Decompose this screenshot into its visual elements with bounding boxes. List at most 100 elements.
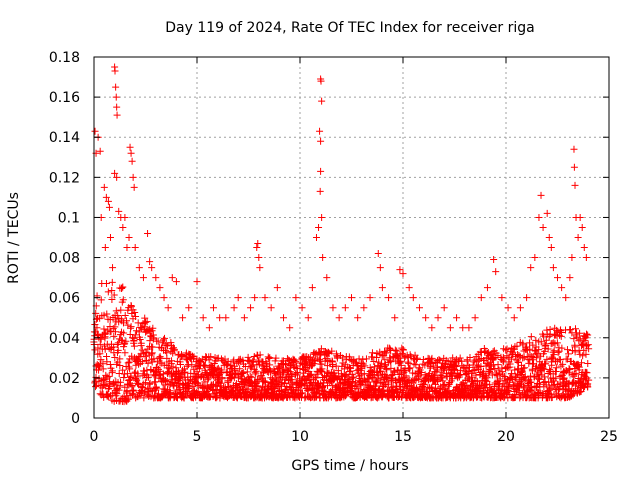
data-point-outlier [129, 173, 137, 181]
data-point [496, 375, 504, 383]
data-point [149, 324, 157, 332]
data-point-outlier [216, 314, 224, 322]
data-point [412, 361, 420, 369]
data-point-outlier [205, 324, 213, 332]
data-point [251, 368, 259, 376]
data-point-outlier [376, 264, 384, 272]
data-point [435, 356, 443, 364]
y-axis-label: ROTI / TECUs [6, 192, 22, 284]
data-point [397, 361, 405, 369]
data-point-outlier [570, 163, 578, 171]
data-point [536, 375, 544, 383]
data-point-outlier [558, 284, 566, 292]
data-point [489, 348, 497, 356]
data-point [580, 346, 588, 354]
data-point [494, 361, 502, 369]
data-point [117, 306, 125, 314]
data-point [372, 382, 380, 390]
data-point-outlier [230, 304, 238, 312]
data-point-outlier [104, 197, 112, 205]
data-point [544, 345, 552, 353]
data-point [532, 362, 540, 370]
data-point-outlier [240, 314, 248, 322]
data-point [493, 371, 501, 379]
data-point [146, 379, 154, 387]
data-point-outlier [273, 284, 281, 292]
data-point [291, 356, 299, 364]
data-point [546, 366, 554, 374]
data-point [145, 373, 153, 381]
y-tick-label: 0.16 [49, 90, 80, 106]
data-point [138, 346, 146, 354]
data-point [169, 363, 177, 371]
data-point [130, 337, 138, 345]
data-point [533, 349, 541, 357]
data-point [112, 307, 120, 315]
data-point [528, 352, 536, 360]
data-point [103, 310, 111, 318]
data-point [236, 365, 244, 373]
data-point [527, 372, 535, 380]
data-point [101, 330, 109, 338]
data-point [519, 364, 527, 372]
data-point [574, 362, 582, 370]
data-point [428, 383, 436, 391]
data-point [391, 346, 399, 354]
data-point [471, 356, 479, 364]
data-point [514, 358, 522, 366]
data-point-outlier [115, 207, 123, 215]
data-point-outlier [126, 143, 134, 151]
data-point [131, 331, 139, 339]
data-point-outlier [434, 314, 442, 322]
data-point [444, 382, 452, 390]
data-point [548, 393, 556, 401]
data-point [108, 367, 116, 375]
data-point-outlier [539, 223, 547, 231]
data-point [583, 341, 591, 349]
data-point [511, 366, 519, 374]
data-point [312, 373, 320, 381]
data-point [99, 365, 107, 373]
y-tick-label: 0.06 [49, 291, 80, 307]
data-point [160, 334, 168, 342]
data-point [456, 354, 464, 362]
data-point-outlier [409, 294, 417, 302]
data-point-outlier [523, 294, 531, 302]
data-point [317, 349, 325, 357]
data-point [570, 370, 578, 378]
data-point [342, 371, 350, 379]
data-point [164, 342, 172, 350]
data-point-outlier [582, 254, 590, 262]
data-point-outlier [428, 324, 436, 332]
data-point-outlier [96, 147, 104, 155]
data-point [131, 309, 139, 317]
data-point [553, 339, 561, 347]
data-point [128, 352, 136, 360]
data-point [498, 368, 506, 376]
data-point [159, 336, 167, 344]
data-point-outlier [105, 203, 113, 211]
data-point [152, 384, 160, 392]
data-point [318, 368, 326, 376]
data-point-outlier [335, 314, 343, 322]
data-point [195, 365, 203, 373]
data-point-outlier [531, 254, 539, 262]
data-point [100, 342, 108, 350]
data-point [464, 367, 472, 375]
data-point-outlier [130, 183, 138, 191]
data-point [126, 365, 134, 373]
data-point-outlier [128, 157, 136, 165]
data-point-outlier [543, 209, 551, 217]
data-point-outlier [144, 229, 152, 237]
data-point-outlier [492, 268, 500, 276]
data-point-outlier [547, 244, 555, 252]
data-point [260, 377, 268, 385]
data-point-outlier [315, 223, 323, 231]
data-point [121, 339, 129, 347]
data-point [96, 340, 104, 348]
data-point [205, 356, 213, 364]
data-point [307, 371, 315, 379]
data-point-outlier [164, 304, 172, 312]
data-point [486, 384, 494, 392]
